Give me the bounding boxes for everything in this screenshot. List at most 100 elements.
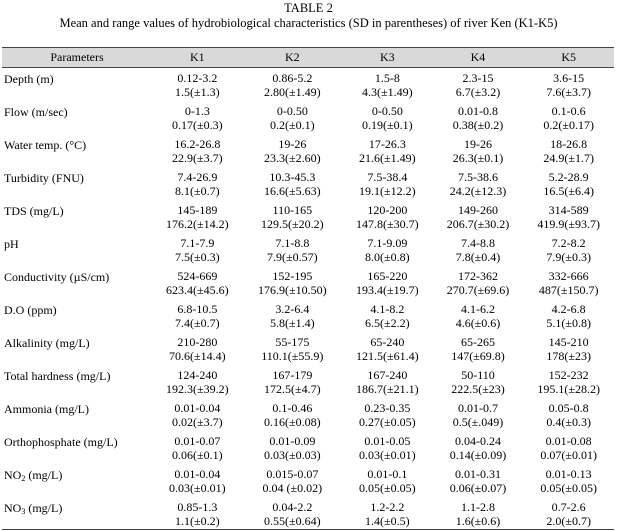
range-value: 55-175 <box>275 334 310 349</box>
site-cell-k2: 0.86-5.2 2.80(±1.49) <box>243 68 342 101</box>
mean-sd-value: 176.9(±10.50) <box>258 282 327 297</box>
site-cell-k3: 4.1-8.2 6.5(±2.2) <box>342 299 433 332</box>
range-value: 172-362 <box>457 268 498 283</box>
table-row: Total hardness (mg/L) 124-240 192.3(±39.2)… <box>2 365 614 398</box>
header-k5: K5 <box>523 47 614 68</box>
mean-sd-value: 1.6(±0.6) <box>455 513 501 528</box>
mean-sd-value: 16.5(±6.4) <box>543 183 594 198</box>
range-value: 4.2-6.8 <box>551 301 586 316</box>
table-row: TDS (mg/L) 145-189 176.2(±14.2) 110-165 129.… <box>2 200 614 233</box>
mean-sd-value: 147.8(±30.7) <box>356 216 419 231</box>
site-cell-k3: 1.5-8 4.3(±1.49) <box>342 68 433 101</box>
site-cell-k1: 6.8-10.5 7.4(±0.7) <box>152 299 243 332</box>
parameter-label: pH <box>4 236 19 251</box>
table-row: Water temp. (°C) 16.2-26.8 22.9(±3.7) 19-26… <box>2 134 614 167</box>
site-cell-k4: 0.01-0.7 0.5(±.049) <box>433 398 524 431</box>
site-cell-k4: 50-110 222.5(±23) <box>433 365 524 398</box>
range-value: 165-220 <box>367 268 408 283</box>
mean-sd-value: 270.7(±69.6) <box>446 282 510 297</box>
range-value: 65-240 <box>370 334 405 349</box>
parameter-label: Turbidity (FNU) <box>4 170 84 185</box>
parameter-name: Ammonia (mg/L) <box>2 398 152 431</box>
range-value: 145-210 <box>548 334 589 349</box>
parameter-subscript: 2 <box>21 473 26 483</box>
mean-sd-value: 195.1(±28.2) <box>537 381 600 396</box>
mean-sd-value: 1.4(±0.5) <box>365 513 410 528</box>
site-cell-k1: 0.12-3.2 1.5(±1.3) <box>152 68 243 101</box>
mean-sd-value: 186.7(±21.1) <box>356 381 419 396</box>
site-cell-k5: 314-589 419.9(±93.7) <box>523 200 614 233</box>
site-cell-k4: 0.01-0.8 0.38(±0.2) <box>433 101 524 134</box>
mean-sd-value: 24.9(±1.7) <box>543 150 594 165</box>
range-value: 6.8-10.5 <box>177 301 218 316</box>
parameter-name: Total hardness (mg/L) <box>2 365 152 398</box>
mean-sd-value: 0.03(±0.03) <box>264 447 321 462</box>
range-value: 19-26 <box>278 136 307 151</box>
site-cell-k1: 524-669 623.4(±45.6) <box>152 266 243 299</box>
range-value: 0.86-5.2 <box>272 71 313 85</box>
site-cell-k3: 120-200 147.8(±30.7) <box>342 200 433 233</box>
mean-sd-value: 172.5(±4.7) <box>264 381 321 396</box>
site-cell-k4: 0.04-0.24 0.14(±0.09) <box>433 431 524 464</box>
site-cell-k4: 149-260 206.7(±30.2) <box>433 200 524 233</box>
table-row: Flow (m/sec) 0-1.3 0.17(±0.3) 0-0.50 0.2(±0.… <box>2 101 614 134</box>
site-cell-k2: 0.04-2.2 0.55(±0.64) <box>242 496 342 530</box>
parameter-label: D.O (ppm) <box>4 302 57 317</box>
parameter-label: NO <box>4 500 22 515</box>
site-cell-k1: 210-280 70.6(±14.4) <box>152 332 243 365</box>
site-cell-k4: 19-26 26.3(±0.1) <box>433 134 524 167</box>
mean-sd-value: 1.5(±1.3) <box>175 85 220 99</box>
site-cell-k4: 7.5-38.6 24.2(±12.3) <box>433 167 524 200</box>
range-value: 10.3-45.3 <box>269 169 316 184</box>
parameter-label: Ammonia (mg/L) <box>4 401 89 416</box>
mean-sd-value: 5.8(±1.4) <box>270 315 315 330</box>
range-value: 18-26.8 <box>550 136 588 151</box>
table-row: Ammonia (mg/L) 0.01-0.04 0.02(±3.7) 0.1-0.4… <box>2 398 614 431</box>
range-value: 0.85-1.3 <box>177 499 218 514</box>
range-value: 7.2-8.2 <box>551 235 586 250</box>
range-value: 1.1-2.8 <box>460 499 495 514</box>
site-cell-k1: 0.01-0.04 0.02(±3.7) <box>152 398 243 431</box>
range-value: 332-666 <box>548 268 589 283</box>
mean-sd-value: 0.4(±0.3) <box>546 414 591 429</box>
mean-sd-value: 0.5(±.049) <box>452 414 504 429</box>
range-value: 145-189 <box>177 202 218 217</box>
site-cell-k3: 0-0.50 0.19(±0.1) <box>342 101 433 134</box>
mean-sd-value: 0.14(±0.09) <box>449 447 507 462</box>
parameter-label: Depth (m) <box>4 72 54 86</box>
range-value: 167-240 <box>367 367 408 382</box>
site-cell-k5: 0.1-0.6 0.2(±0.17) <box>523 101 614 134</box>
range-value: 0.01-0.13 <box>545 466 592 481</box>
header-k1: K1 <box>152 47 243 68</box>
range-value: 50-110 <box>461 367 495 382</box>
site-cell-k5: 4.2-6.8 5.1(±0.8) <box>523 299 614 332</box>
parameter-unit: (mg/L) <box>25 467 63 482</box>
site-cell-k2: 3.2-6.4 5.8(±1.4) <box>243 299 342 332</box>
table-row: D.O (ppm) 6.8-10.5 7.4(±0.7) 3.2-6.4 5.8(±1.… <box>2 299 614 332</box>
mean-sd-value: 0.06(±0.1) <box>172 447 223 462</box>
mean-sd-value: 6.7(±3.2) <box>455 85 501 99</box>
mean-sd-value: 7.9(±0.57) <box>267 249 318 264</box>
site-cell-k5: 152-232 195.1(±28.2) <box>523 365 614 398</box>
mean-sd-value: 176.2(±14.2) <box>166 216 229 231</box>
site-cell-k5: 332-666 487(±150.7) <box>523 266 614 299</box>
mean-sd-value: 0.04 (±0.02) <box>262 480 323 495</box>
parameter-name: TDS (mg/L) <box>2 200 152 233</box>
site-cell-k5: 18-26.8 24.9(±1.7) <box>523 134 614 167</box>
table-row: Orthophosphate (mg/L) 0.01-0.07 0.06(±0.1)… <box>2 431 614 464</box>
mean-sd-value: 147(±69.8) <box>451 348 505 363</box>
mean-sd-value: 1.1(±0.2) <box>175 513 220 528</box>
mean-sd-value: 16.6(±5.63) <box>264 183 321 198</box>
range-value: 0.04-2.2 <box>272 499 313 514</box>
range-value: 0.23-0.35 <box>364 400 411 415</box>
site-cell-k3: 65-240 121.5(±61.4) <box>342 332 433 365</box>
site-cell-k5: 5.2-28.9 16.5(±6.4) <box>523 167 614 200</box>
table-body: Depth (m) 0.12-3.2 1.5(±1.3) 0.86-5.2 2.80(±… <box>2 68 614 530</box>
parameter-name: Alkalinity (mg/L) <box>2 332 152 365</box>
range-value: 0.01-0.8 <box>457 103 498 118</box>
table-row: pH 7.1-7.9 7.5(±0.3) 7.1-8.8 7.9(±0.57) 7.1-9… <box>2 233 614 266</box>
range-value: 314-589 <box>548 202 589 217</box>
site-cell-k3: 0.23-0.35 0.27(±0.05) <box>342 398 433 431</box>
range-value: 0.01-0.31 <box>454 466 501 481</box>
mean-sd-value: 0.2(±0.17) <box>543 117 594 132</box>
